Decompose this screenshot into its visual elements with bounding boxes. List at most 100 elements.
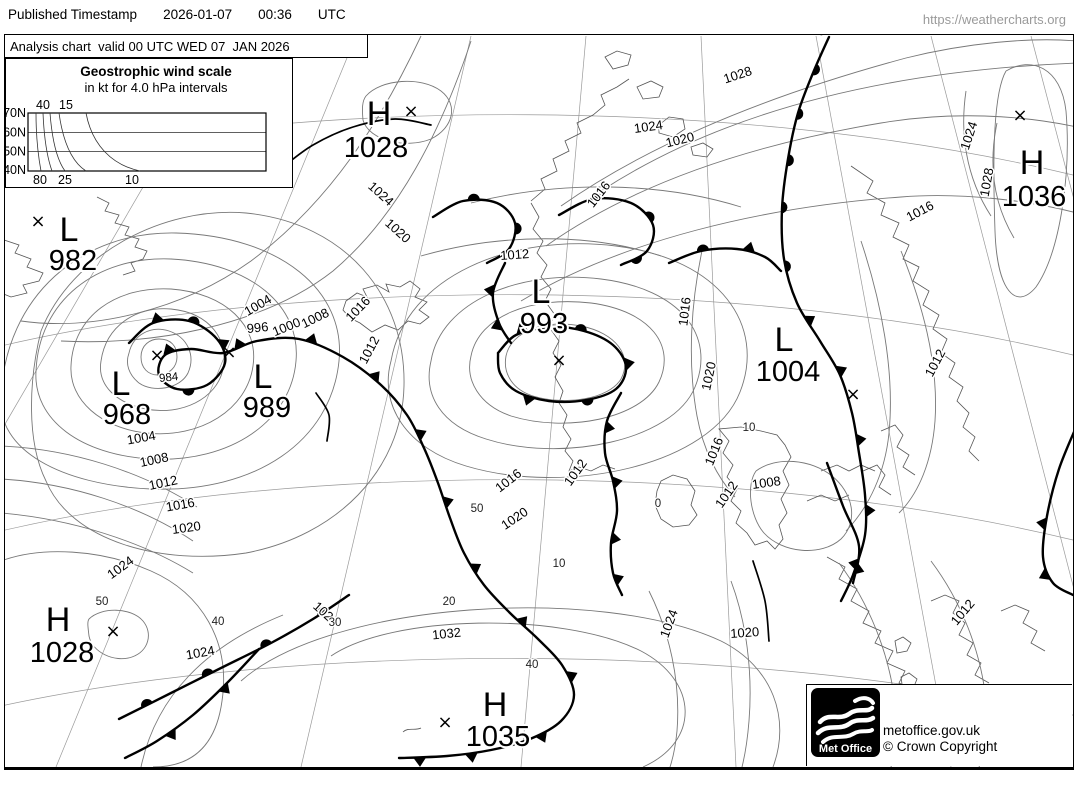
meridian-line bbox=[300, 35, 472, 767]
cold-front-symbol bbox=[516, 616, 528, 628]
cold-front-symbol bbox=[469, 563, 482, 575]
wind-scale-curve bbox=[85, 112, 141, 172]
isobar-line bbox=[362, 80, 452, 144]
isobar-line bbox=[87, 609, 149, 659]
isobar-label: 996 bbox=[246, 319, 269, 336]
pressure-value: 989 bbox=[243, 392, 291, 424]
cold-front-symbol bbox=[415, 429, 427, 441]
latlon-label: 10 bbox=[743, 422, 756, 434]
warm-front-symbol bbox=[515, 222, 522, 235]
warm-front-symbol bbox=[581, 398, 594, 406]
cold-front-symbol bbox=[368, 371, 380, 383]
isobar-line bbox=[428, 276, 702, 450]
cold-front-symbol bbox=[612, 573, 624, 586]
isobar-line bbox=[70, 288, 255, 435]
pressure-letter: L bbox=[254, 358, 273, 396]
isobar-line bbox=[545, 115, 1073, 247]
coastline bbox=[806, 494, 850, 502]
pressure-value: 1028 bbox=[30, 637, 95, 669]
isobar-label: 1016 bbox=[675, 296, 693, 327]
cold-front-symbol bbox=[151, 312, 164, 324]
trough-line-north bbox=[282, 118, 432, 168]
wind-scale-lat-label: 50N bbox=[6, 145, 26, 159]
isobar-line bbox=[504, 323, 626, 401]
warm-front-symbol bbox=[781, 201, 788, 214]
coastline bbox=[530, 78, 630, 202]
meridian-line bbox=[815, 35, 952, 767]
cold-front-symbol bbox=[464, 752, 478, 763]
isobar-line bbox=[963, 90, 992, 217]
isobar-label: 1012 bbox=[712, 478, 741, 510]
isobar-line bbox=[730, 580, 751, 767]
cold-front-symbol bbox=[218, 682, 230, 694]
wind-scale-bottom-label: 25 bbox=[58, 173, 72, 187]
isobar-line bbox=[750, 460, 853, 551]
published-time: 00:36 bbox=[258, 7, 292, 22]
coastline bbox=[604, 50, 632, 70]
wind-scale-bottom-label: 80 bbox=[33, 173, 47, 187]
latlon-label: 40 bbox=[212, 616, 225, 628]
pressure-value: 993 bbox=[520, 308, 568, 340]
cold-front-fragment-west-L993 bbox=[491, 261, 513, 345]
coastline bbox=[820, 464, 876, 472]
wind-scale-curve bbox=[58, 112, 87, 172]
meridian-line bbox=[930, 35, 1073, 587]
wind-scale-title: Geostrophic wind scale bbox=[80, 64, 232, 79]
pressure-letter: L bbox=[60, 211, 79, 249]
isobar-label: 1016 bbox=[165, 495, 196, 515]
published-tz: UTC bbox=[317, 7, 346, 22]
isobar-line bbox=[470, 186, 742, 208]
pressure-value: 982 bbox=[49, 245, 97, 277]
isobar-label: 1024 bbox=[657, 607, 681, 639]
isobar-label: 1020 bbox=[730, 624, 760, 641]
coastline bbox=[850, 165, 980, 462]
cold-front-symbol bbox=[865, 504, 876, 518]
coastline bbox=[930, 594, 990, 684]
isobar-label: 1020 bbox=[382, 215, 414, 245]
warm-front-symbol bbox=[317, 606, 328, 616]
warm-front-symbol bbox=[141, 698, 153, 708]
analysis-title-box: Analysis chart valid 00 UTC WED 07 JAN 2… bbox=[4, 34, 368, 58]
pressure-letter: L bbox=[532, 273, 551, 311]
cold-front-symbol bbox=[848, 558, 859, 571]
isobar-label: 1024 bbox=[818, 35, 849, 38]
latlon-label: 20 bbox=[443, 596, 456, 608]
pressure-center-cross: × bbox=[403, 101, 418, 122]
isobar-line bbox=[60, 40, 472, 343]
occluded-loop-L993 bbox=[496, 325, 628, 404]
isobar-line bbox=[648, 590, 679, 767]
isobar-line bbox=[31, 211, 405, 557]
isobar-label: 1020 bbox=[171, 518, 202, 537]
front-right-occluded bbox=[780, 35, 868, 603]
coastline bbox=[402, 727, 422, 733]
isobar-line bbox=[20, 35, 422, 324]
published-timestamp: Published Timestamp 2026-01-07 00:36 UTC bbox=[8, 7, 372, 22]
warm-front-symbol bbox=[786, 154, 794, 167]
isobar-label: 1016 bbox=[701, 435, 726, 467]
isobar-line bbox=[690, 245, 736, 498]
pressure-center-cross: × bbox=[1012, 105, 1027, 126]
coastline bbox=[718, 426, 792, 550]
pressure-center-cross: × bbox=[221, 342, 236, 363]
cold-front-symbol bbox=[1038, 568, 1051, 580]
pressure-center-cross: × bbox=[105, 621, 120, 642]
pressure-value: 1004 bbox=[756, 356, 821, 388]
isobar-line bbox=[140, 614, 284, 767]
isobar-line bbox=[140, 338, 178, 376]
pressure-letter: L bbox=[775, 321, 794, 359]
isobar-label: 1004 bbox=[241, 291, 274, 318]
pressure-letter: H bbox=[483, 686, 508, 724]
isobar-label: 1024 bbox=[633, 117, 664, 136]
isobar-line bbox=[845, 240, 891, 532]
isobar-label: 1016 bbox=[584, 178, 614, 210]
wind-scale-top-label: 15 bbox=[59, 98, 73, 112]
occluded-front-main bbox=[127, 318, 576, 760]
pressure-letter: H bbox=[1020, 144, 1045, 182]
pressure-center-cross: × bbox=[845, 384, 860, 405]
